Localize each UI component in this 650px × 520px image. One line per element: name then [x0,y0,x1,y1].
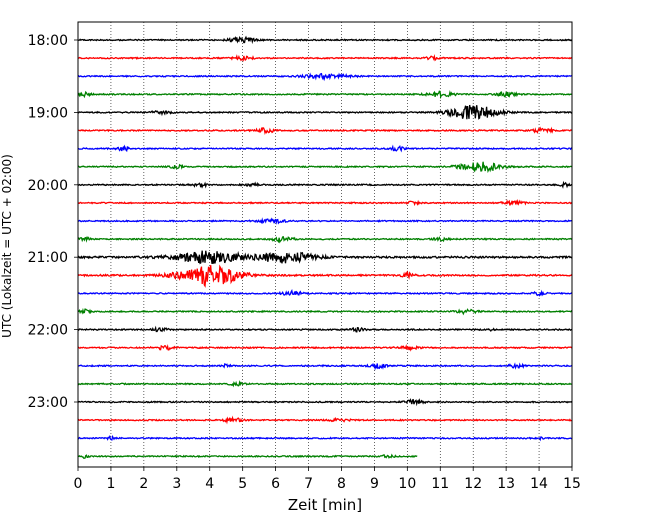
x-tick-label-3: 3 [172,476,181,492]
x-tick-label-8: 8 [337,476,346,492]
trace-2215 [77,343,573,352]
x-tick-label-9: 9 [370,476,379,492]
trace-2145 [77,307,573,316]
x-tick-label-14: 14 [530,476,548,492]
trace-1830 [77,72,573,82]
trace-2000 [77,180,573,189]
x-axis-ticks: 0 1 2 3 4 5 6 7 8 9 10 11 12 13 14 15 [74,467,581,492]
x-tick-label-1: 1 [106,476,115,492]
trace-2015 [77,198,573,207]
y-tick-label-3: 21:00 [28,250,68,266]
x-tick-label-11: 11 [431,476,449,492]
trace-2130 [77,288,573,297]
seismic-traces [77,35,573,459]
trace-2230 [77,362,573,371]
x-tick-label-4: 4 [205,476,214,492]
y-tick-label-2: 20:00 [28,178,68,194]
x-tick-label-0: 0 [74,476,83,492]
x-axis-label: Zeit [min] [288,496,362,514]
trace-2030 [77,217,573,225]
x-tick-label-15: 15 [563,476,581,492]
x-tick-label-10: 10 [398,476,416,492]
trace-1945 [77,161,573,174]
x-tick-label-6: 6 [271,476,280,492]
y-tick-label-4: 22:00 [28,323,68,339]
trace-1845 [77,89,573,100]
trace-2315 [77,415,573,425]
trace-2115 [77,264,573,288]
y-tick-label-0: 18:00 [28,33,68,49]
trace-1915 [77,126,573,135]
x-tick-label-2: 2 [139,476,148,492]
trace-1930 [77,144,573,153]
trace-1900 [77,104,573,120]
plot-frame [77,21,573,468]
trace-1800 [77,35,573,45]
trace-2345 [77,453,418,459]
x-tick-label-13: 13 [497,476,515,492]
vertical-grid-lines [110,22,540,467]
y-axis-ticks: 18:00 19:00 20:00 21:00 22:00 23:00 [28,33,78,411]
trace-2100 [77,250,573,265]
trace-2245 [77,379,573,388]
x-tick-label-5: 5 [238,476,247,492]
x-tick-label-12: 12 [464,476,482,492]
trace-2300 [77,397,573,407]
y-tick-label-5: 23:00 [28,395,68,411]
trace-2045 [77,235,573,244]
trace-2330 [77,434,573,442]
y-tick-label-1: 19:00 [28,105,68,121]
trace-2200 [77,325,573,333]
x-tick-label-7: 7 [304,476,313,492]
y-axis-label: UTC (Lokalzeit = UTC + 02:00) [0,154,14,338]
trace-1815 [77,54,573,62]
